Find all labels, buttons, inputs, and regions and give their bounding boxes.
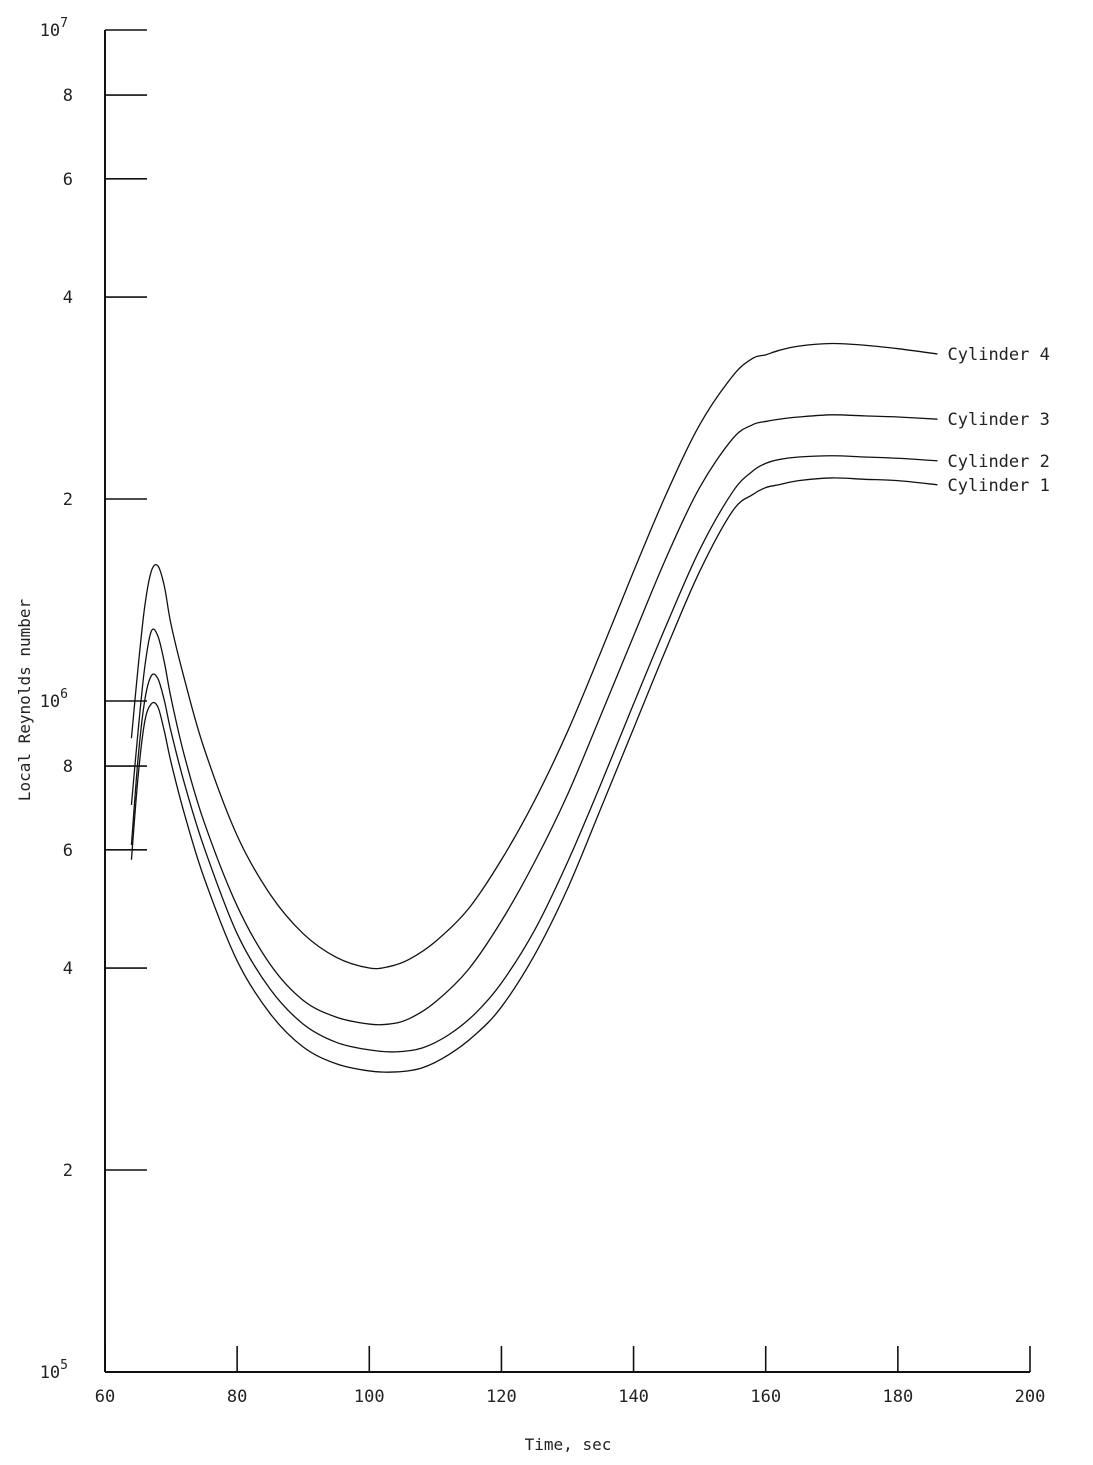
y-tick-label: 107 xyxy=(40,16,68,41)
x-tick-label: 160 xyxy=(750,1387,781,1407)
series-line-cylinder-2 xyxy=(130,455,938,1053)
y-tick-label: 106 xyxy=(40,687,68,712)
y-tick-label: 6 xyxy=(63,841,73,861)
series-label: Cylinder 2 xyxy=(948,452,1050,472)
x-tick-label: 180 xyxy=(882,1387,913,1407)
y-tick-base: 10 xyxy=(40,1363,60,1383)
y-tick-label: 2 xyxy=(63,1161,73,1181)
x-tick-label: 140 xyxy=(618,1387,649,1407)
y-axis-label: Local Reynolds number xyxy=(15,598,34,801)
axes xyxy=(104,30,1030,1373)
x-tick-label: 80 xyxy=(227,1387,247,1407)
x-tick-label: 120 xyxy=(486,1387,517,1407)
series-labels: Cylinder 4 Cylinder 3 Cylinder 2 Cylinder 1 xyxy=(948,345,1050,496)
series-label: Cylinder 3 xyxy=(948,410,1050,430)
series-line-cylinder-3 xyxy=(130,414,938,1026)
y-tick-exponent: 6 xyxy=(60,687,68,702)
x-tick-label: 60 xyxy=(95,1387,115,1407)
y-tick-label: 105 xyxy=(40,1358,68,1383)
y-tick-exponent: 5 xyxy=(60,1358,68,1373)
y-tick-label: 4 xyxy=(63,959,73,979)
series-line-cylinder-1 xyxy=(130,477,938,1073)
y-tick-label: 4 xyxy=(63,288,73,308)
y-tick-base: 10 xyxy=(40,21,60,41)
x-ticks: 60 80 100 120 140 160 180 200 xyxy=(95,1346,1046,1407)
series-group xyxy=(130,342,938,1073)
y-tick-label: 2 xyxy=(63,490,73,510)
y-tick-label: 6 xyxy=(63,170,73,190)
series-label: Cylinder 1 xyxy=(948,476,1050,496)
y-tick-label: 8 xyxy=(63,757,73,777)
series-line-cylinder-4 xyxy=(130,342,938,970)
x-tick-label: 200 xyxy=(1015,1387,1046,1407)
y-tick-label: 8 xyxy=(63,86,73,106)
y-tick-exponent: 7 xyxy=(60,16,68,31)
series-label: Cylinder 4 xyxy=(948,345,1050,365)
x-axis-label: Time, sec xyxy=(525,1435,612,1454)
x-tick-label: 100 xyxy=(354,1387,385,1407)
y-tick-base: 10 xyxy=(40,692,60,712)
